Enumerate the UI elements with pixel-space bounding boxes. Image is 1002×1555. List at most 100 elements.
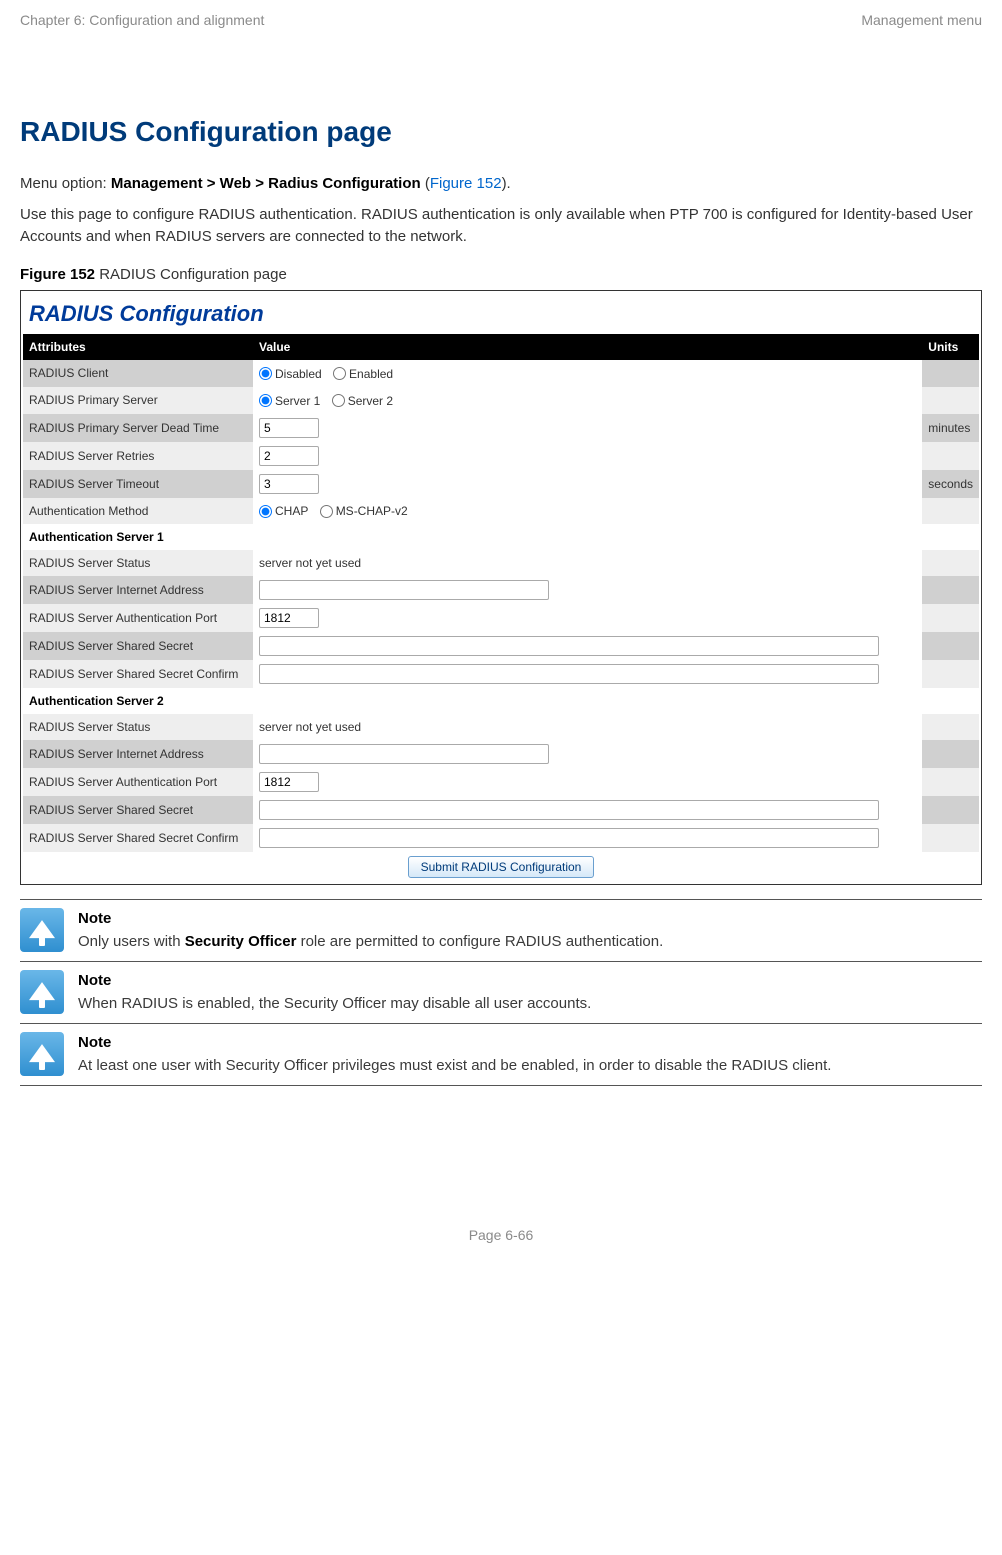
input-dead-time[interactable] bbox=[259, 418, 319, 438]
label-s2-status: RADIUS Server Status bbox=[23, 714, 253, 740]
row-s1-secret: RADIUS Server Shared Secret bbox=[23, 632, 979, 660]
radio-primary-server1[interactable] bbox=[259, 394, 272, 407]
figure-caption-text: RADIUS Configuration page bbox=[95, 266, 287, 283]
input-timeout[interactable] bbox=[259, 474, 319, 494]
note-2: Note When RADIUS is enabled, the Securit… bbox=[20, 961, 982, 1024]
radio-auth-chap-label: CHAP bbox=[275, 504, 308, 518]
menu-option-line: Menu option: Management > Web > Radius C… bbox=[20, 173, 982, 196]
radio-client-enabled-label: Enabled bbox=[349, 367, 393, 381]
input-s1-addr[interactable] bbox=[259, 580, 549, 600]
value-s2-status: server not yet used bbox=[253, 714, 922, 740]
unit-retries bbox=[922, 442, 979, 470]
figure-caption: Figure 152 RADIUS Configuration page bbox=[20, 264, 982, 287]
note-1-title: Note bbox=[78, 910, 111, 927]
menu-suffix-close: ). bbox=[502, 175, 511, 192]
note-1-text: Note Only users with Security Officer ro… bbox=[78, 908, 663, 953]
row-retries: RADIUS Server Retries bbox=[23, 442, 979, 470]
section-server1-label: Authentication Server 1 bbox=[23, 524, 979, 550]
unit-s1-status bbox=[922, 550, 979, 576]
unit-radius-client bbox=[922, 360, 979, 387]
th-units: Units bbox=[922, 334, 979, 360]
menu-suffix-open: ( bbox=[421, 175, 430, 192]
value-auth-method: CHAP MS-CHAP-v2 bbox=[253, 498, 922, 525]
row-s1-secret-confirm: RADIUS Server Shared Secret Confirm bbox=[23, 660, 979, 688]
section-server2-label: Authentication Server 2 bbox=[23, 688, 979, 714]
th-attributes: Attributes bbox=[23, 334, 253, 360]
label-primary-server: RADIUS Primary Server bbox=[23, 387, 253, 414]
value-primary-server: Server 1 Server 2 bbox=[253, 387, 922, 414]
radio-primary-server2[interactable] bbox=[332, 394, 345, 407]
input-s2-secret-confirm[interactable] bbox=[259, 828, 879, 848]
input-s2-port[interactable] bbox=[259, 772, 319, 792]
value-dead-time bbox=[253, 414, 922, 442]
label-s2-secret: RADIUS Server Shared Secret bbox=[23, 796, 253, 824]
intro-paragraph: Use this page to configure RADIUS authen… bbox=[20, 204, 982, 249]
value-s2-secret-confirm bbox=[253, 824, 922, 852]
unit-auth-method bbox=[922, 498, 979, 525]
header-left: Chapter 6: Configuration and alignment bbox=[20, 10, 264, 31]
input-s1-secret-confirm[interactable] bbox=[259, 664, 879, 684]
row-radius-client: RADIUS Client Disabled Enabled bbox=[23, 360, 979, 387]
unit-timeout: seconds bbox=[922, 470, 979, 498]
input-s1-port[interactable] bbox=[259, 608, 319, 628]
table-header-row: Attributes Value Units bbox=[23, 334, 979, 360]
menu-prefix: Menu option: bbox=[20, 175, 111, 192]
label-s1-status: RADIUS Server Status bbox=[23, 550, 253, 576]
submit-button[interactable]: Submit RADIUS Configuration bbox=[408, 856, 595, 878]
unit-s2-port bbox=[922, 768, 979, 796]
radio-auth-chap[interactable] bbox=[259, 505, 272, 518]
value-s1-addr bbox=[253, 576, 922, 604]
row-s2-status: RADIUS Server Status server not yet used bbox=[23, 714, 979, 740]
note-2-text: Note When RADIUS is enabled, the Securit… bbox=[78, 970, 591, 1015]
note-3: Note At least one user with Security Off… bbox=[20, 1023, 982, 1086]
value-s1-secret-confirm bbox=[253, 660, 922, 688]
note-1-post: role are permitted to configure RADIUS a… bbox=[296, 933, 663, 950]
input-retries[interactable] bbox=[259, 446, 319, 466]
unit-s2-secret bbox=[922, 796, 979, 824]
value-retries bbox=[253, 442, 922, 470]
unit-s2-status bbox=[922, 714, 979, 740]
note-2-body: When RADIUS is enabled, the Security Off… bbox=[78, 995, 591, 1012]
radio-auth-mschap[interactable] bbox=[320, 505, 333, 518]
page-footer: Page 6-66 bbox=[20, 1225, 982, 1246]
note-icon bbox=[20, 970, 64, 1014]
label-s2-secret-confirm: RADIUS Server Shared Secret Confirm bbox=[23, 824, 253, 852]
row-s2-port: RADIUS Server Authentication Port bbox=[23, 768, 979, 796]
label-dead-time: RADIUS Primary Server Dead Time bbox=[23, 414, 253, 442]
row-s1-addr: RADIUS Server Internet Address bbox=[23, 576, 979, 604]
label-retries: RADIUS Server Retries bbox=[23, 442, 253, 470]
row-s2-secret: RADIUS Server Shared Secret bbox=[23, 796, 979, 824]
input-s1-secret[interactable] bbox=[259, 636, 879, 656]
label-radius-client: RADIUS Client bbox=[23, 360, 253, 387]
row-s1-status: RADIUS Server Status server not yet used bbox=[23, 550, 979, 576]
radius-config-panel: RADIUS Configuration Attributes Value Un… bbox=[20, 290, 982, 885]
input-s2-addr[interactable] bbox=[259, 744, 549, 764]
row-section-server1: Authentication Server 1 bbox=[23, 524, 979, 550]
unit-s1-port bbox=[922, 604, 979, 632]
row-submit: Submit RADIUS Configuration bbox=[23, 852, 979, 882]
unit-s1-addr bbox=[922, 576, 979, 604]
notes-section: Note Only users with Security Officer ro… bbox=[20, 899, 982, 1086]
value-s2-addr bbox=[253, 740, 922, 768]
note-1-pre: Only users with bbox=[78, 933, 185, 950]
page-title: RADIUS Configuration page bbox=[20, 111, 982, 153]
input-s2-secret[interactable] bbox=[259, 800, 879, 820]
note-icon bbox=[20, 908, 64, 952]
label-s1-port: RADIUS Server Authentication Port bbox=[23, 604, 253, 632]
radio-client-disabled-label: Disabled bbox=[275, 367, 322, 381]
note-icon bbox=[20, 1032, 64, 1076]
value-s1-secret bbox=[253, 632, 922, 660]
page-running-header: Chapter 6: Configuration and alignment M… bbox=[20, 10, 982, 31]
label-s1-secret: RADIUS Server Shared Secret bbox=[23, 632, 253, 660]
note-1-bold: Security Officer bbox=[185, 933, 297, 950]
label-timeout: RADIUS Server Timeout bbox=[23, 470, 253, 498]
value-radius-client: Disabled Enabled bbox=[253, 360, 922, 387]
figure-ref-link[interactable]: Figure 152 bbox=[430, 175, 502, 192]
figure-caption-label: Figure 152 bbox=[20, 266, 95, 283]
value-s1-status: server not yet used bbox=[253, 550, 922, 576]
config-panel-title: RADIUS Configuration bbox=[23, 293, 979, 334]
header-right: Management menu bbox=[861, 10, 982, 31]
radio-client-enabled[interactable] bbox=[333, 367, 346, 380]
radio-client-disabled[interactable] bbox=[259, 367, 272, 380]
value-s2-port bbox=[253, 768, 922, 796]
